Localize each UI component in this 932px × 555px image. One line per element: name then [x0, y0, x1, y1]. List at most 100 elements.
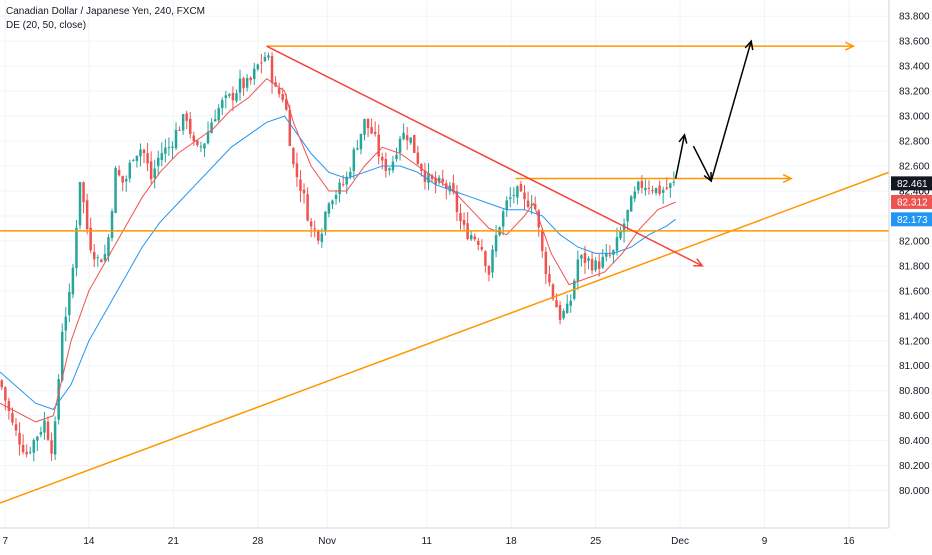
- candle-body: [96, 257, 100, 259]
- candle-body: [605, 253, 608, 257]
- x-tick-label: 25: [590, 536, 602, 547]
- candle-body: [260, 62, 263, 64]
- candle-body: [594, 260, 597, 271]
- candle-body: [68, 291, 71, 315]
- price-label-text: 82.173: [897, 215, 928, 226]
- candle-body: [43, 420, 46, 433]
- candle-body: [192, 135, 196, 142]
- candle-body: [153, 168, 156, 179]
- candle-body: [89, 227, 92, 251]
- candle-body: [121, 175, 124, 183]
- x-tick-label: 11: [422, 536, 433, 547]
- axis-corner: [890, 528, 932, 550]
- candle-body: [366, 118, 370, 129]
- falling-trendline-arrowhead: [693, 258, 704, 267]
- candle-body: [665, 187, 668, 189]
- candle-body: [341, 183, 345, 185]
- candle-body: [615, 237, 619, 251]
- price-axis-bg: [889, 0, 932, 550]
- x-tick-label: 21: [168, 536, 180, 547]
- candle-body: [533, 203, 537, 209]
- candle-body: [196, 140, 199, 146]
- candle-body: [249, 77, 252, 81]
- projection-segment: [710, 40, 752, 182]
- candle-body: [644, 188, 647, 191]
- y-tick-label: 83.200: [899, 87, 930, 98]
- candle-body: [352, 149, 356, 171]
- candle-body: [608, 254, 612, 256]
- candle-body: [256, 64, 260, 70]
- candle-body: [206, 131, 210, 144]
- candle-body: [583, 253, 587, 263]
- candle-body: [253, 68, 256, 80]
- candle-body: [345, 176, 348, 185]
- price-label-box: [891, 194, 932, 209]
- candle-body: [224, 95, 228, 98]
- candle-body: [71, 267, 75, 295]
- candle-body: [384, 159, 388, 171]
- candle-body: [245, 77, 249, 88]
- candle-body: [405, 135, 409, 141]
- candle-body: [100, 259, 103, 263]
- x-tick-label: 28: [252, 536, 264, 547]
- candle-body: [185, 113, 188, 121]
- candle-body: [160, 153, 164, 160]
- candle-body: [231, 92, 235, 101]
- candle-body: [658, 185, 661, 194]
- candle-body: [558, 305, 562, 320]
- candle-body: [146, 153, 149, 164]
- y-tick-label: 81.800: [899, 261, 930, 272]
- x-tick-label: 14: [83, 536, 95, 547]
- candle-body: [519, 183, 523, 192]
- y-tick-label: 83.400: [899, 62, 930, 73]
- candle-body: [597, 261, 601, 269]
- projection-arrowhead: [678, 133, 688, 144]
- candle-body: [110, 211, 114, 238]
- candle-body: [199, 146, 203, 148]
- candle-body: [388, 168, 391, 171]
- candle-body: [57, 379, 60, 420]
- candle-body: [590, 259, 594, 271]
- candle-body: [263, 56, 267, 62]
- ma-fast-line: [0, 77, 676, 423]
- candle-body: [629, 196, 633, 212]
- candle-body: [178, 129, 181, 131]
- candle-body: [50, 440, 53, 454]
- candle-body: [626, 209, 629, 222]
- candle-body: [512, 195, 516, 197]
- candle-body: [565, 303, 569, 314]
- candle-body: [622, 223, 626, 233]
- rising-trendline: [0, 171, 890, 504]
- candle-body: [409, 137, 412, 143]
- candle-body: [434, 177, 437, 185]
- candle-body: [203, 143, 206, 149]
- projection-arrowhead: [703, 171, 712, 183]
- candle-body: [320, 233, 324, 242]
- candle-body: [4, 387, 7, 401]
- candle-body: [292, 148, 295, 165]
- y-tick-label: 83.800: [899, 12, 930, 23]
- candle-body: [189, 118, 192, 134]
- candle-body: [302, 189, 306, 194]
- x-tick-label: 16: [843, 536, 855, 547]
- projection-segment: [674, 134, 686, 179]
- candle-body: [46, 421, 50, 440]
- candle-body: [82, 182, 85, 203]
- candle-body: [491, 249, 494, 273]
- chart-title: Canadian Dollar / Japanese Yen, 240, FXC…: [6, 6, 206, 17]
- candle-body: [164, 147, 167, 154]
- candle-body: [654, 187, 658, 193]
- candle-body: [139, 149, 142, 157]
- time-axis-bg: [0, 528, 889, 550]
- candle-body: [132, 159, 135, 161]
- price-label-text: 82.461: [897, 179, 928, 190]
- candle-body: [174, 129, 178, 149]
- candle-body: [36, 436, 39, 441]
- candle-body: [18, 432, 21, 445]
- candle-body: [633, 191, 636, 199]
- chart-legend: Canadian Dollar / Japanese Yen, 240, FXC…: [6, 5, 205, 33]
- candle-body: [156, 157, 160, 167]
- candle-body: [285, 99, 288, 110]
